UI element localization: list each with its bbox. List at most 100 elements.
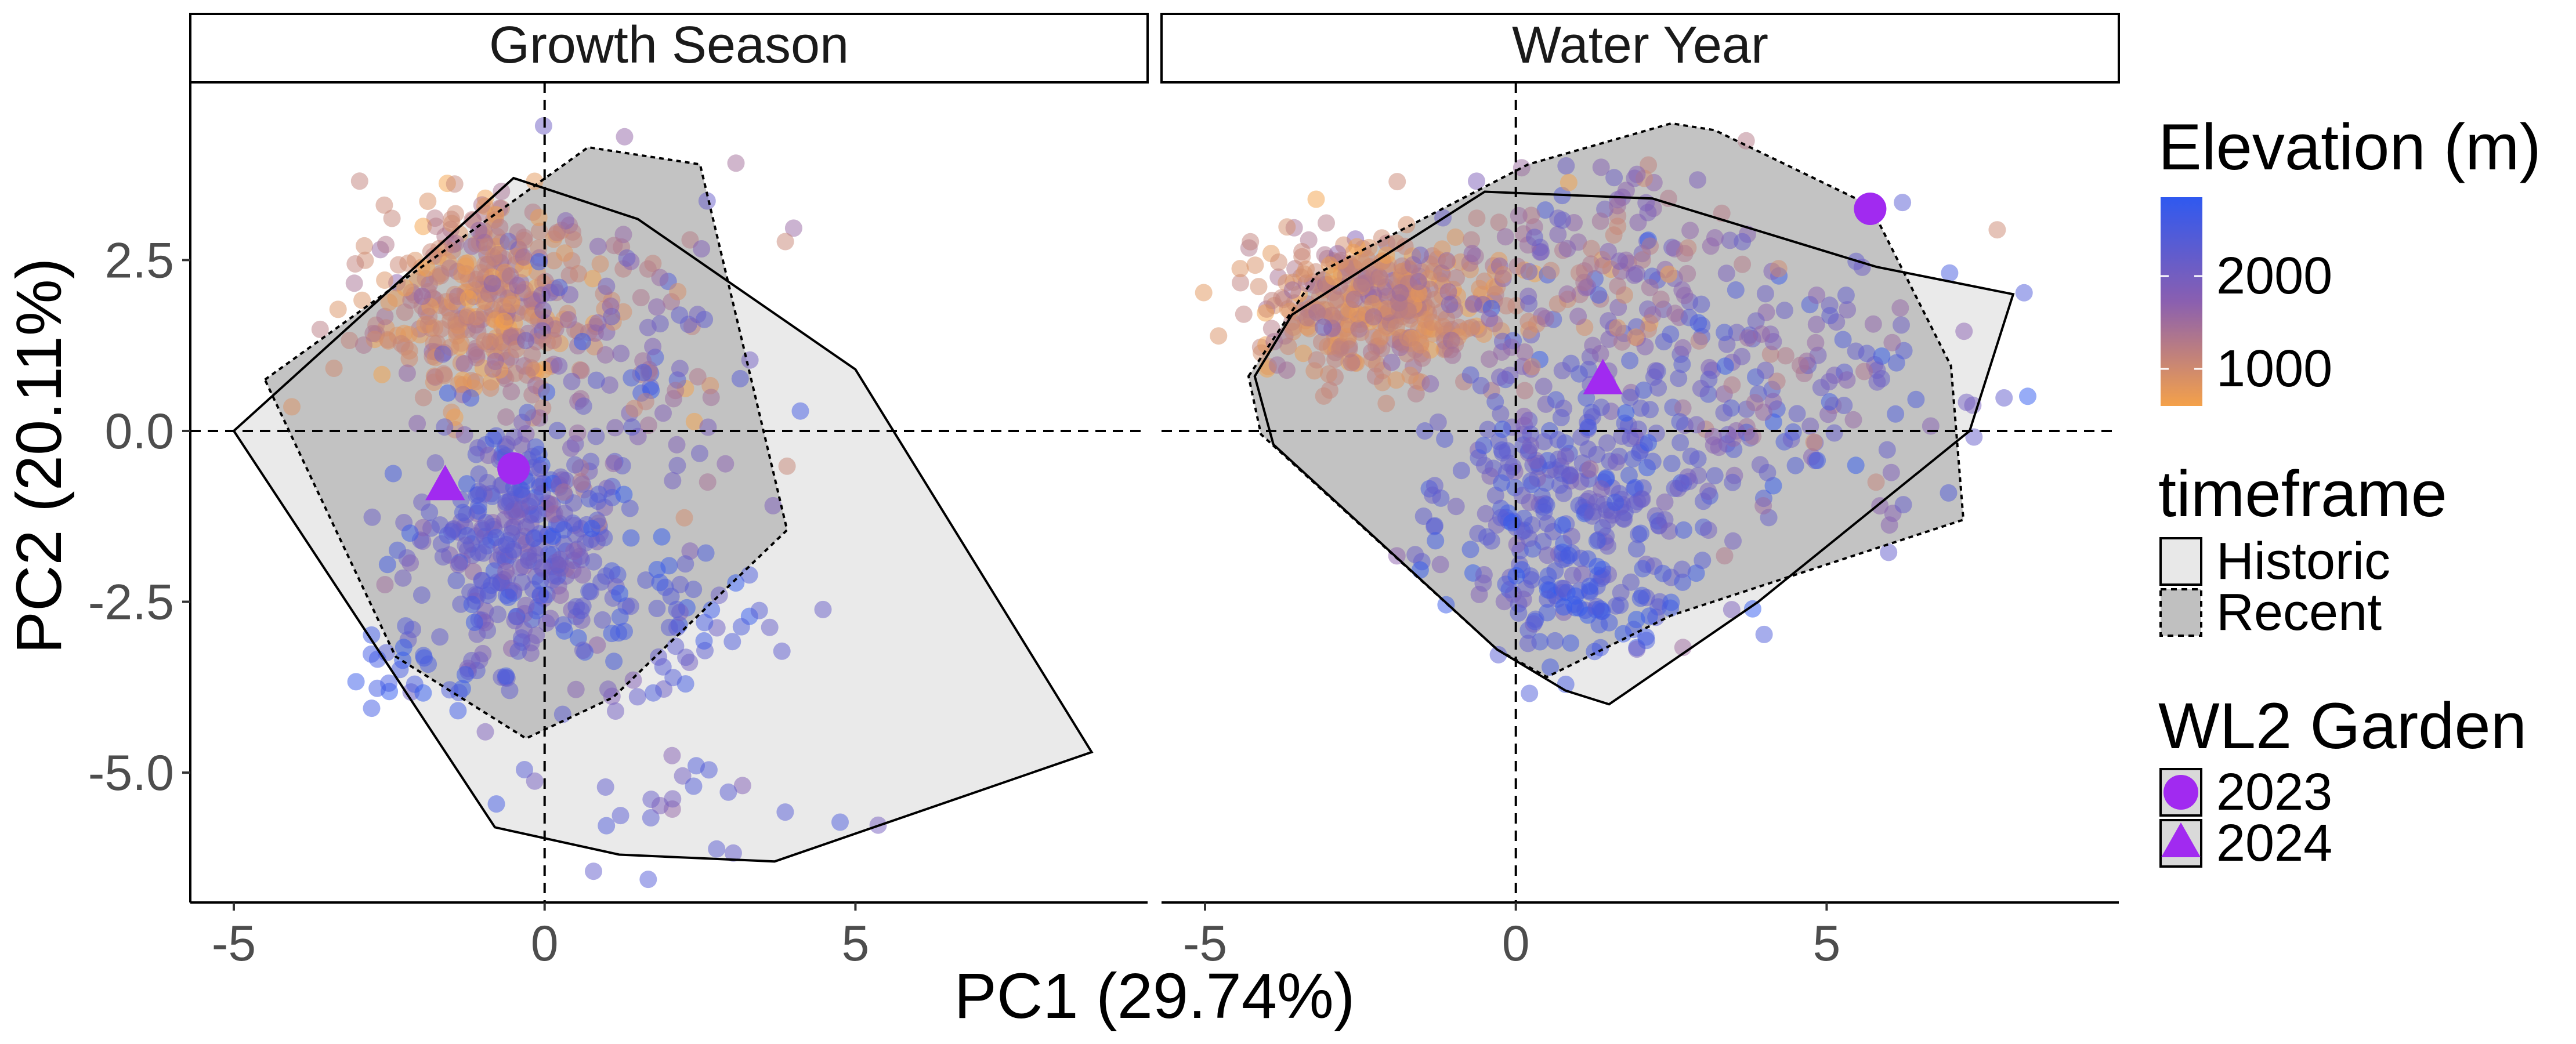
data-point	[1461, 541, 1479, 559]
data-point	[1641, 237, 1659, 255]
data-point	[551, 586, 569, 604]
data-point	[1699, 483, 1717, 500]
data-point	[1350, 320, 1368, 338]
reference-lines	[190, 82, 1148, 902]
data-point	[1995, 389, 2013, 407]
data-point	[717, 455, 735, 473]
data-point	[1443, 346, 1461, 364]
data-point	[637, 571, 655, 589]
data-point	[1717, 264, 1735, 282]
data-point	[479, 447, 497, 465]
points-layer	[283, 117, 887, 889]
data-point	[1640, 607, 1658, 625]
data-point	[553, 705, 571, 723]
x-axis-title: PC1 (29.74%)	[954, 960, 1355, 1032]
data-point	[639, 260, 657, 278]
data-point	[598, 817, 616, 835]
data-point	[1281, 302, 1299, 320]
data-point	[1231, 260, 1249, 278]
data-point	[1278, 218, 1296, 236]
data-point	[636, 393, 654, 411]
colorbar-label: 1000	[2216, 340, 2332, 398]
data-point	[1837, 287, 1855, 304]
data-point	[1424, 263, 1442, 280]
data-point	[1327, 291, 1345, 309]
data-point	[1941, 264, 1959, 282]
garden-point-2024	[425, 465, 465, 501]
legend-label-historic: Historic	[2216, 532, 2390, 590]
data-point	[346, 255, 364, 273]
data-point	[1308, 351, 1326, 369]
legend-label-2024: 2024	[2216, 814, 2332, 872]
data-point	[1627, 328, 1645, 346]
data-point	[1549, 431, 1567, 448]
data-point	[1887, 354, 1905, 372]
data-point	[814, 600, 832, 618]
data-point	[1278, 361, 1296, 379]
data-point	[498, 436, 516, 453]
garden-legend-title: WL2 Garden	[2158, 690, 2527, 762]
data-point	[1520, 530, 1538, 548]
x-tick-label: -5	[1183, 916, 1227, 971]
data-point	[668, 600, 686, 618]
data-point	[1723, 376, 1741, 394]
data-point	[1553, 362, 1571, 379]
data-point	[414, 519, 432, 536]
data-point	[1775, 302, 1793, 320]
data-point	[1632, 524, 1649, 542]
data-point	[373, 365, 391, 383]
data-point	[1807, 334, 1825, 351]
data-point	[1396, 237, 1414, 255]
data-point	[1727, 281, 1745, 299]
data-point	[436, 418, 454, 436]
data-point	[1510, 604, 1528, 622]
data-point	[632, 289, 650, 307]
garden-point-2023	[1854, 192, 1887, 225]
data-point	[699, 473, 717, 491]
y-tick-label: 0.0	[104, 404, 174, 459]
data-point	[1757, 361, 1774, 379]
data-point	[1409, 273, 1427, 291]
data-point	[1330, 340, 1348, 358]
data-point	[723, 633, 741, 651]
data-point	[432, 535, 450, 553]
data-point	[1472, 376, 1490, 394]
data-point	[1489, 646, 1507, 664]
data-point	[1680, 309, 1698, 327]
data-point	[1692, 295, 1710, 313]
data-point	[1615, 510, 1633, 528]
data-point	[616, 128, 634, 146]
data-point	[1592, 158, 1610, 176]
data-point	[699, 418, 717, 436]
data-point	[1294, 345, 1312, 362]
data-point	[1406, 546, 1424, 564]
data-point	[791, 402, 809, 420]
data-point	[1627, 540, 1645, 558]
data-point	[1706, 229, 1724, 246]
data-point	[674, 767, 692, 785]
data-point	[1878, 441, 1896, 459]
data-point	[1315, 318, 1332, 336]
data-point	[784, 219, 802, 237]
data-point	[376, 307, 394, 325]
data-point	[548, 224, 566, 242]
data-point	[764, 496, 782, 514]
data-point	[1448, 269, 1465, 287]
data-point	[1844, 411, 1862, 429]
data-point	[761, 618, 779, 636]
data-point	[544, 332, 562, 350]
data-point	[574, 597, 592, 615]
data-point	[1591, 345, 1609, 362]
data-point	[1674, 573, 1692, 591]
data-point	[671, 575, 689, 593]
data-point	[651, 574, 669, 592]
data-point	[1477, 505, 1495, 523]
data-point	[470, 222, 488, 240]
data-point	[1599, 512, 1616, 530]
data-point	[1621, 351, 1639, 369]
data-point	[1320, 365, 1338, 383]
data-point	[1743, 600, 1761, 618]
data-point	[392, 335, 410, 353]
legend-label-2023: 2023	[2216, 763, 2332, 821]
data-point	[479, 474, 497, 491]
